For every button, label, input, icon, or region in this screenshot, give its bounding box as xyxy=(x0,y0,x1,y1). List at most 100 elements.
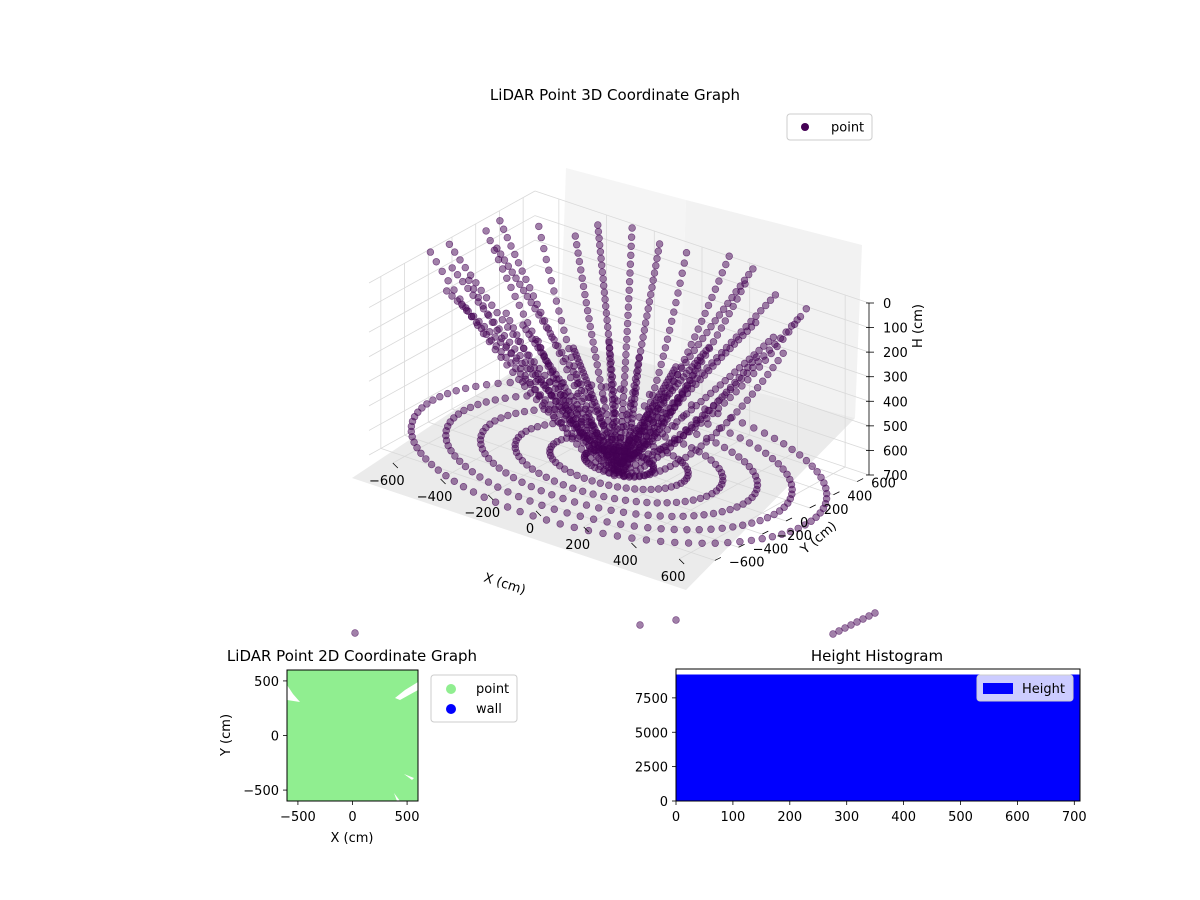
point-3d-marker-1477 xyxy=(794,524,802,533)
point-3d-marker-1177 xyxy=(672,481,681,489)
point-3d-marker-509 xyxy=(500,256,509,264)
legend-2d-point-label: point xyxy=(476,682,509,697)
point-3d-marker-1233 xyxy=(672,498,681,507)
point-3d-marker-572 xyxy=(444,277,452,285)
point-3d-marker-1193 xyxy=(661,433,669,441)
point-3d-marker-507 xyxy=(508,268,516,276)
y-tick-2d-1: 0 xyxy=(271,730,279,745)
point-3d-marker-185 xyxy=(724,299,732,308)
point-3d-marker-1140 xyxy=(649,443,658,451)
point-3d-marker-1065 xyxy=(663,426,671,434)
y-axis-label-2d: Y (cm) xyxy=(219,714,234,757)
point-3d-marker-412 xyxy=(542,255,550,264)
point-3d-marker-1235 xyxy=(689,496,697,504)
point-3d-marker-1421 xyxy=(559,379,567,387)
point-3d-marker-187 xyxy=(732,288,740,296)
point-3d-marker-1373 xyxy=(603,518,611,526)
point-3d-marker-1468 xyxy=(698,539,706,547)
point-3d-marker-1402 xyxy=(795,451,804,459)
point-3d-marker-703 xyxy=(458,300,466,308)
point-3d-marker-443 xyxy=(511,250,519,259)
point-3d-marker-1344 xyxy=(491,396,499,404)
point-3d-marker-1254 xyxy=(693,430,701,438)
point-3d-marker-492 xyxy=(565,361,574,369)
point-3d-marker-1444 xyxy=(417,449,425,457)
point-3d-marker-344 xyxy=(598,268,607,276)
point-3d-marker-375 xyxy=(582,299,590,307)
point-3d-marker-284 xyxy=(652,262,660,270)
point-3d-marker-721 xyxy=(551,397,560,405)
point-3d-marker-1325 xyxy=(726,429,734,437)
point-3d-marker-1339 xyxy=(547,391,555,399)
point-3d-marker-656 xyxy=(523,365,532,373)
point-3d-marker-302 xyxy=(621,365,629,373)
point-3d-marker-1376 xyxy=(644,523,652,532)
point-3d-marker-407 xyxy=(555,307,563,315)
point-3d-marker-1318 xyxy=(779,465,787,473)
point-3d-marker-1403 xyxy=(788,445,796,454)
point-3d-marker-1127 xyxy=(643,470,651,478)
point-3d-marker-117 xyxy=(722,343,731,352)
point-3d-marker-1192 xyxy=(670,436,679,444)
point-3d-marker-91 xyxy=(779,335,787,343)
point-3d-marker-1049 xyxy=(748,390,757,398)
point-3d-marker-1195 xyxy=(641,427,649,435)
point-3d-marker-345 xyxy=(597,261,606,269)
point-3d-marker-85 xyxy=(744,376,752,384)
point-3d-marker-733 xyxy=(509,324,517,332)
chart-3d: LiDAR Point 3D Coordinate Graph −600−400… xyxy=(351,86,926,638)
point-3d-marker-494 xyxy=(558,348,566,357)
point-3d-marker-314 xyxy=(626,269,634,277)
point-3d-marker-1260 xyxy=(623,411,631,419)
point-3d-marker-1252 xyxy=(712,439,720,447)
point-3d-marker-1447 xyxy=(434,466,442,474)
point-3d-marker-212 xyxy=(687,340,695,349)
point-3d-marker-505 xyxy=(516,280,524,288)
point-3d-marker-442 xyxy=(514,259,523,267)
legend-3d-point-label: point xyxy=(831,121,864,136)
point-3d-marker-1406 xyxy=(760,429,769,437)
point-3d-marker-242 xyxy=(655,368,663,377)
point-3d-marker-1346 xyxy=(474,400,482,409)
point-3d-marker-1303 xyxy=(700,511,708,519)
point-3d-marker-1271 xyxy=(504,411,512,420)
point-3d-marker-1482 xyxy=(835,627,843,635)
point-3d-marker-1476 xyxy=(786,527,795,536)
point-3d-marker-1165 xyxy=(580,474,588,482)
point-3d-marker-501 xyxy=(531,305,539,313)
y-tick-3d-6: 600 xyxy=(871,477,896,492)
point-3d-marker-893 xyxy=(634,366,642,374)
point-3d-marker-1224 xyxy=(578,487,587,495)
point-3d-marker-281 xyxy=(648,283,656,292)
point-3d-marker-444 xyxy=(507,242,515,250)
point-3d-marker-1018 xyxy=(731,378,739,387)
point-3d-marker-317 xyxy=(627,242,635,251)
point-3d-marker-1206 xyxy=(533,423,542,431)
point-3d-marker-1320 xyxy=(768,454,777,463)
point-3d-marker-222 xyxy=(722,260,730,269)
point-3d-marker-1255 xyxy=(682,426,690,434)
point-3d-marker-1382 xyxy=(718,524,726,532)
point-3d-marker-183 xyxy=(715,311,724,319)
point-3d-marker-1020 xyxy=(739,368,748,377)
point-3d-marker-413 xyxy=(540,244,548,253)
point-3d-marker-1085 xyxy=(760,342,768,350)
point-3d-marker-1420 xyxy=(573,380,581,388)
point-3d-marker-1424 xyxy=(519,378,527,386)
point-3d-marker-1410 xyxy=(714,409,722,418)
point-3d-marker-1145 xyxy=(608,433,616,441)
point-3d-marker-1459 xyxy=(570,523,578,532)
x-tick-3d-6: 600 xyxy=(661,570,686,585)
point-3d-marker-243 xyxy=(657,360,665,369)
point-3d-marker-116 xyxy=(717,349,726,357)
point-3d-marker-1317 xyxy=(783,470,791,478)
point-3d-marker-1446 xyxy=(427,460,436,469)
point-3d-marker-1465 xyxy=(656,537,665,546)
point-3d-marker-695 xyxy=(497,348,505,356)
point-3d-marker-495 xyxy=(554,342,562,350)
point-3d-marker-1453 xyxy=(491,498,500,506)
point-3d-marker-248 xyxy=(667,317,676,325)
point-3d-marker-1283 xyxy=(489,459,498,467)
point-3d-marker-1327 xyxy=(704,420,712,428)
chart-histogram: Height Histogram 0 100 200 300 400 500 600 7000… xyxy=(635,647,1087,825)
